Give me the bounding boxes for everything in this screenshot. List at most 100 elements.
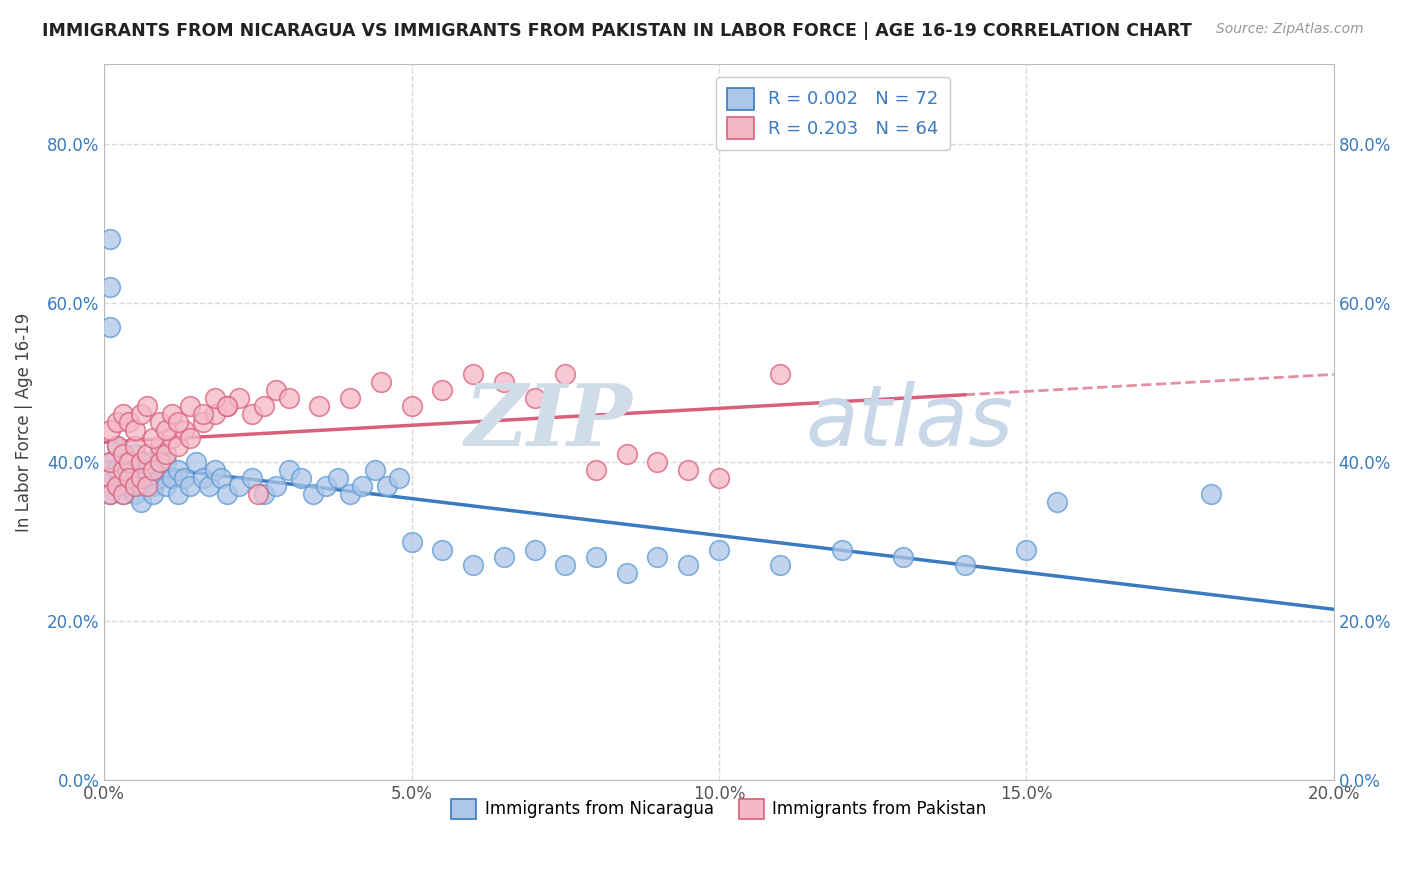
Point <box>217 399 239 413</box>
Point <box>136 479 159 493</box>
Point <box>204 407 226 421</box>
Point <box>142 431 165 445</box>
Point <box>647 455 669 469</box>
Point <box>891 550 914 565</box>
Point <box>209 471 232 485</box>
Point <box>523 542 546 557</box>
Point <box>401 534 423 549</box>
Point <box>388 471 411 485</box>
Point <box>155 423 177 437</box>
Point <box>616 566 638 581</box>
Point <box>339 392 361 406</box>
Point <box>173 471 195 485</box>
Point <box>142 463 165 477</box>
Point <box>124 471 146 485</box>
Point <box>105 479 128 493</box>
Point <box>111 463 134 477</box>
Point <box>228 392 250 406</box>
Point <box>277 463 299 477</box>
Point <box>326 471 349 485</box>
Point <box>204 463 226 477</box>
Point <box>302 487 325 501</box>
Point <box>111 487 134 501</box>
Y-axis label: In Labor Force | Age 16-19: In Labor Force | Age 16-19 <box>15 312 32 532</box>
Point <box>831 542 853 557</box>
Point <box>554 368 576 382</box>
Point <box>266 479 288 493</box>
Point <box>769 558 792 573</box>
Point <box>142 463 165 477</box>
Text: IMMIGRANTS FROM NICARAGUA VS IMMIGRANTS FROM PAKISTAN IN LABOR FORCE | AGE 16-19: IMMIGRANTS FROM NICARAGUA VS IMMIGRANTS … <box>42 22 1192 40</box>
Point <box>240 471 263 485</box>
Point <box>432 384 454 398</box>
Point <box>111 447 134 461</box>
Point <box>124 487 146 501</box>
Point <box>100 487 122 501</box>
Point <box>191 471 214 485</box>
Point <box>197 479 219 493</box>
Point <box>136 455 159 469</box>
Point <box>129 455 152 469</box>
Point <box>290 471 312 485</box>
Point <box>160 407 183 421</box>
Point <box>401 399 423 413</box>
Point <box>129 495 152 509</box>
Point <box>461 368 484 382</box>
Point <box>228 479 250 493</box>
Point <box>308 399 330 413</box>
Point <box>364 463 387 477</box>
Point <box>124 439 146 453</box>
Point <box>647 550 669 565</box>
Point <box>1199 487 1222 501</box>
Point <box>204 392 226 406</box>
Point <box>111 487 134 501</box>
Point <box>148 439 170 453</box>
Point <box>179 431 201 445</box>
Point <box>217 399 239 413</box>
Point <box>105 415 128 429</box>
Point <box>148 455 170 469</box>
Point <box>707 542 730 557</box>
Point <box>554 558 576 573</box>
Point <box>100 487 122 501</box>
Point <box>240 407 263 421</box>
Point <box>769 368 792 382</box>
Point <box>167 415 190 429</box>
Point <box>616 447 638 461</box>
Text: ZIP: ZIP <box>465 380 633 464</box>
Point <box>105 479 128 493</box>
Point <box>129 407 152 421</box>
Point <box>167 463 190 477</box>
Point <box>105 439 128 453</box>
Point <box>432 542 454 557</box>
Point <box>148 447 170 461</box>
Point <box>339 487 361 501</box>
Point <box>100 232 122 246</box>
Point <box>167 439 190 453</box>
Point <box>953 558 976 573</box>
Point <box>315 479 337 493</box>
Text: Source: ZipAtlas.com: Source: ZipAtlas.com <box>1216 22 1364 37</box>
Point <box>253 399 276 413</box>
Point <box>217 487 239 501</box>
Point <box>136 399 159 413</box>
Point <box>124 479 146 493</box>
Point <box>707 471 730 485</box>
Point <box>100 455 122 469</box>
Point <box>155 479 177 493</box>
Point <box>111 471 134 485</box>
Point <box>100 423 122 437</box>
Point <box>246 487 269 501</box>
Point <box>100 319 122 334</box>
Point <box>118 415 141 429</box>
Point <box>118 455 141 469</box>
Text: atlas: atlas <box>806 381 1012 464</box>
Legend: Immigrants from Nicaragua, Immigrants from Pakistan: Immigrants from Nicaragua, Immigrants fr… <box>444 792 993 826</box>
Point <box>191 407 214 421</box>
Point <box>523 392 546 406</box>
Point <box>105 463 128 477</box>
Point <box>148 415 170 429</box>
Point <box>118 455 141 469</box>
Point <box>105 439 128 453</box>
Point <box>492 376 515 390</box>
